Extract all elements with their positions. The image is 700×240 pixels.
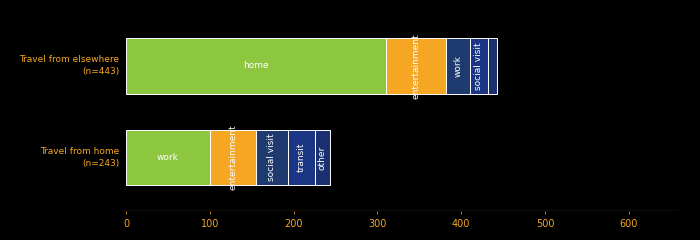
Bar: [446, 38, 470, 94]
Bar: [488, 38, 497, 94]
Bar: [256, 130, 288, 185]
Bar: [126, 38, 386, 94]
Bar: [126, 130, 210, 185]
Text: transit: transit: [297, 143, 306, 172]
Text: entertainment: entertainment: [228, 125, 237, 190]
Bar: [288, 130, 314, 185]
Text: home: home: [243, 61, 269, 70]
Bar: [210, 130, 256, 185]
Text: Travel from home
(n=243): Travel from home (n=243): [40, 147, 119, 168]
Bar: [386, 38, 446, 94]
Text: Travel from elsewhere
(n=443): Travel from elsewhere (n=443): [20, 55, 119, 76]
Text: work: work: [157, 153, 178, 162]
Text: social visit: social visit: [474, 42, 483, 90]
Bar: [314, 130, 330, 185]
Bar: [470, 38, 488, 94]
Text: social visit: social visit: [267, 134, 276, 181]
Text: entertainment: entertainment: [412, 33, 421, 99]
Text: other: other: [318, 145, 327, 169]
Text: work: work: [454, 55, 462, 77]
